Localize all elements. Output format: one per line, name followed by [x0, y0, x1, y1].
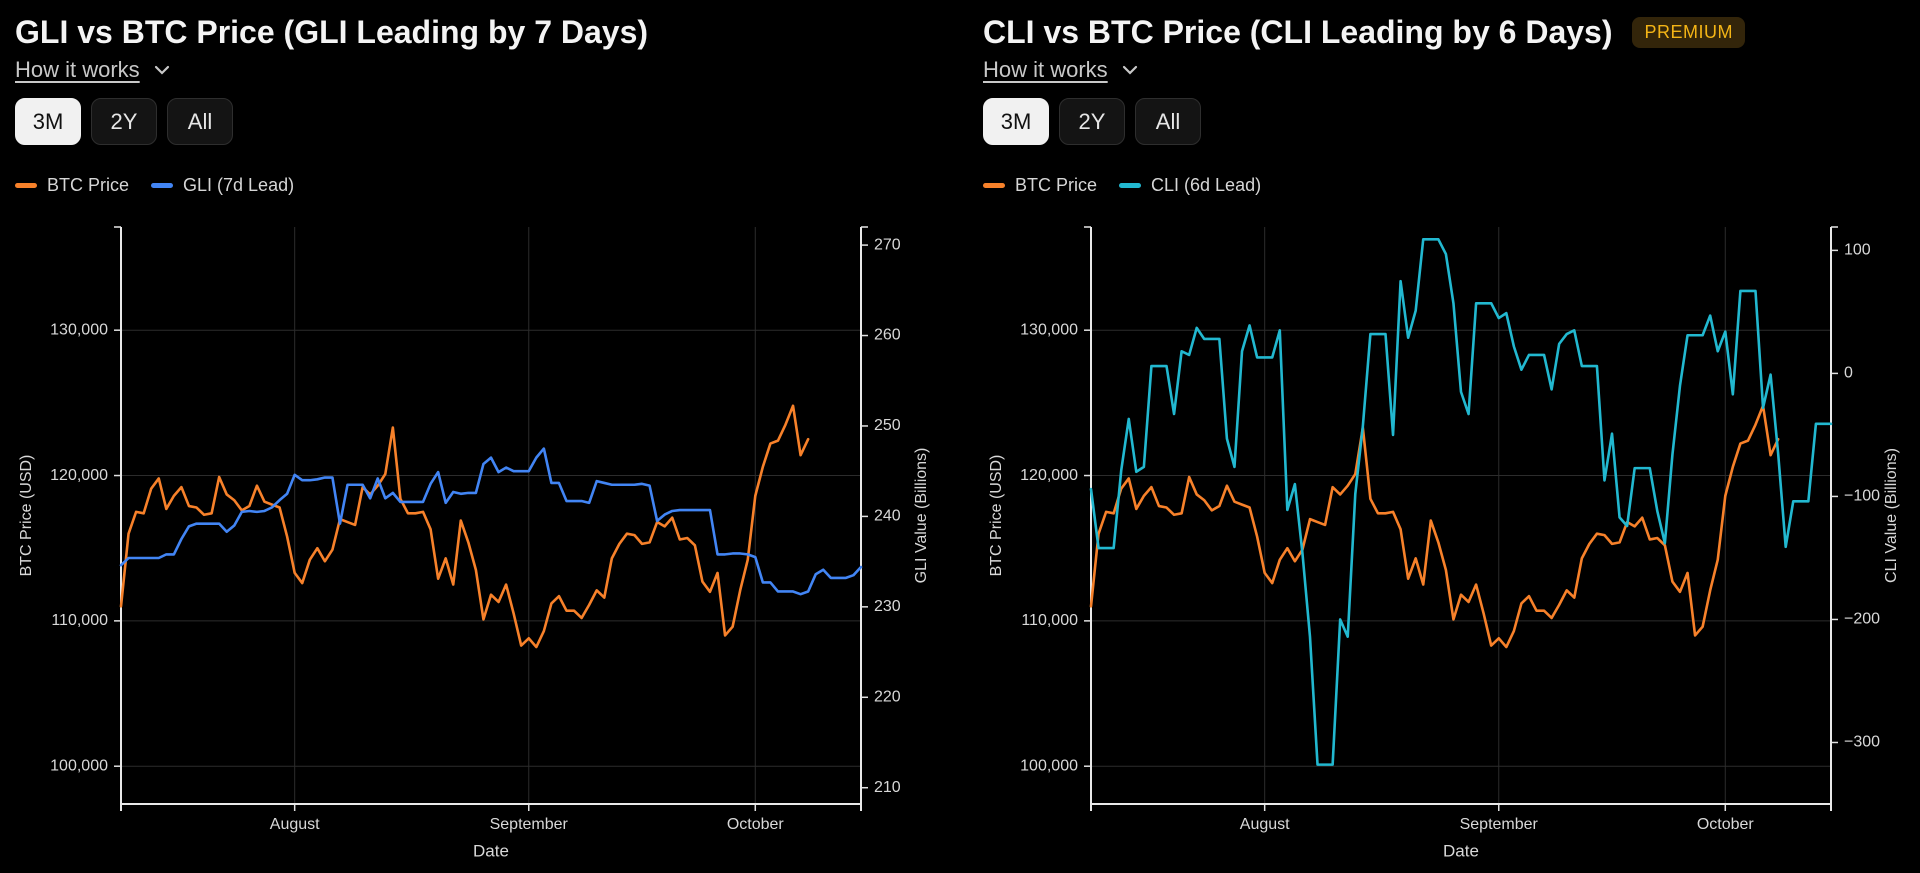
x-axis-label: Date: [473, 841, 509, 860]
y-axis-label: BTC Price (USD): [18, 455, 35, 577]
chart-title: CLI vs BTC Price (CLI Leading by 6 Days): [983, 14, 1613, 50]
title-row: GLI vs BTC Price (GLI Leading by 7 Days): [15, 14, 648, 51]
range-button[interactable]: 2Y: [1059, 98, 1125, 145]
y-tick-label: 100,000: [1020, 757, 1078, 774]
y2-tick-label: 210: [874, 779, 901, 796]
legend-label: BTC Price: [47, 175, 130, 195]
legend-label: CLI (6d Lead): [1151, 175, 1262, 195]
y2-tick-label: 260: [874, 327, 901, 344]
legend-swatch: [15, 183, 37, 188]
x-tick-label: September: [1460, 816, 1539, 833]
legend-label: GLI (7d Lead): [183, 175, 295, 195]
series-line: [1089, 238, 1833, 766]
x-tick-label: October: [1697, 816, 1755, 833]
range-button[interactable]: All: [167, 98, 233, 145]
legend: BTC Price GLI (7d Lead): [15, 175, 294, 196]
y-tick-label: 130,000: [1020, 321, 1078, 338]
chart-title: GLI vs BTC Price (GLI Leading by 7 Days): [15, 14, 649, 50]
y2-tick-label: −200: [1844, 611, 1880, 628]
y2-axis-label: CLI Value (Billions): [1883, 448, 1900, 583]
y-tick-label: 130,000: [50, 321, 108, 338]
y2-tick-label: 240: [874, 508, 901, 525]
y2-tick-label: 250: [874, 417, 901, 434]
y2-tick-label: 100: [1844, 242, 1871, 259]
how-it-works-link[interactable]: How it works: [983, 57, 1138, 83]
range-buttons: 3M 2Y All: [15, 98, 233, 145]
legend-item[interactable]: BTC Price: [983, 175, 1097, 196]
y2-tick-label: −300: [1844, 734, 1880, 751]
x-tick-label: September: [490, 816, 569, 833]
chevron-icon: [1122, 65, 1137, 75]
link-text: How it works: [15, 57, 140, 82]
y-tick-label: 110,000: [1021, 612, 1078, 629]
y-axis-label: BTC Price (USD): [988, 455, 1005, 577]
premium-badge: PREMIUM: [1632, 17, 1745, 48]
y2-tick-label: −100: [1844, 488, 1880, 505]
x-tick-label: August: [270, 816, 320, 833]
how-it-works-link[interactable]: How it works: [15, 57, 170, 83]
title-row: CLI vs BTC Price (CLI Leading by 6 Days)…: [983, 14, 1745, 51]
series-line: [119, 404, 810, 649]
x-axis-label: Date: [1443, 841, 1479, 860]
y2-axis-label: GLI Value (Billions): [913, 448, 930, 584]
legend-item[interactable]: GLI (7d Lead): [151, 175, 294, 196]
y-tick-label: 120,000: [50, 467, 108, 484]
legend-swatch: [1119, 183, 1142, 188]
legend-label: BTC Price: [1015, 175, 1098, 195]
y2-tick-label: 220: [874, 689, 901, 706]
link-text: How it works: [983, 57, 1108, 82]
y2-tick-label: 230: [874, 598, 901, 615]
legend-item[interactable]: BTC Price: [15, 175, 129, 196]
range-button[interactable]: 3M: [15, 98, 81, 145]
legend-swatch: [983, 183, 1005, 188]
legend-swatch: [151, 183, 174, 188]
range-button[interactable]: 3M: [983, 98, 1049, 145]
series-line: [1089, 404, 1780, 649]
range-buttons: 3M 2Y All: [983, 98, 1201, 145]
range-button[interactable]: 2Y: [91, 98, 157, 145]
range-button[interactable]: All: [1135, 98, 1201, 145]
y-tick-label: 110,000: [51, 612, 108, 629]
x-tick-label: October: [727, 816, 785, 833]
y2-tick-label: 0: [1844, 365, 1853, 382]
y2-tick-label: 270: [874, 236, 901, 253]
series-line: [119, 447, 863, 596]
y-tick-label: 120,000: [1020, 467, 1078, 484]
x-tick-label: August: [1240, 816, 1290, 833]
legend: BTC Price CLI (6d Lead): [983, 175, 1261, 196]
y-tick-label: 100,000: [50, 757, 108, 774]
legend-item[interactable]: CLI (6d Lead): [1119, 175, 1261, 196]
chevron-icon: [154, 65, 169, 75]
